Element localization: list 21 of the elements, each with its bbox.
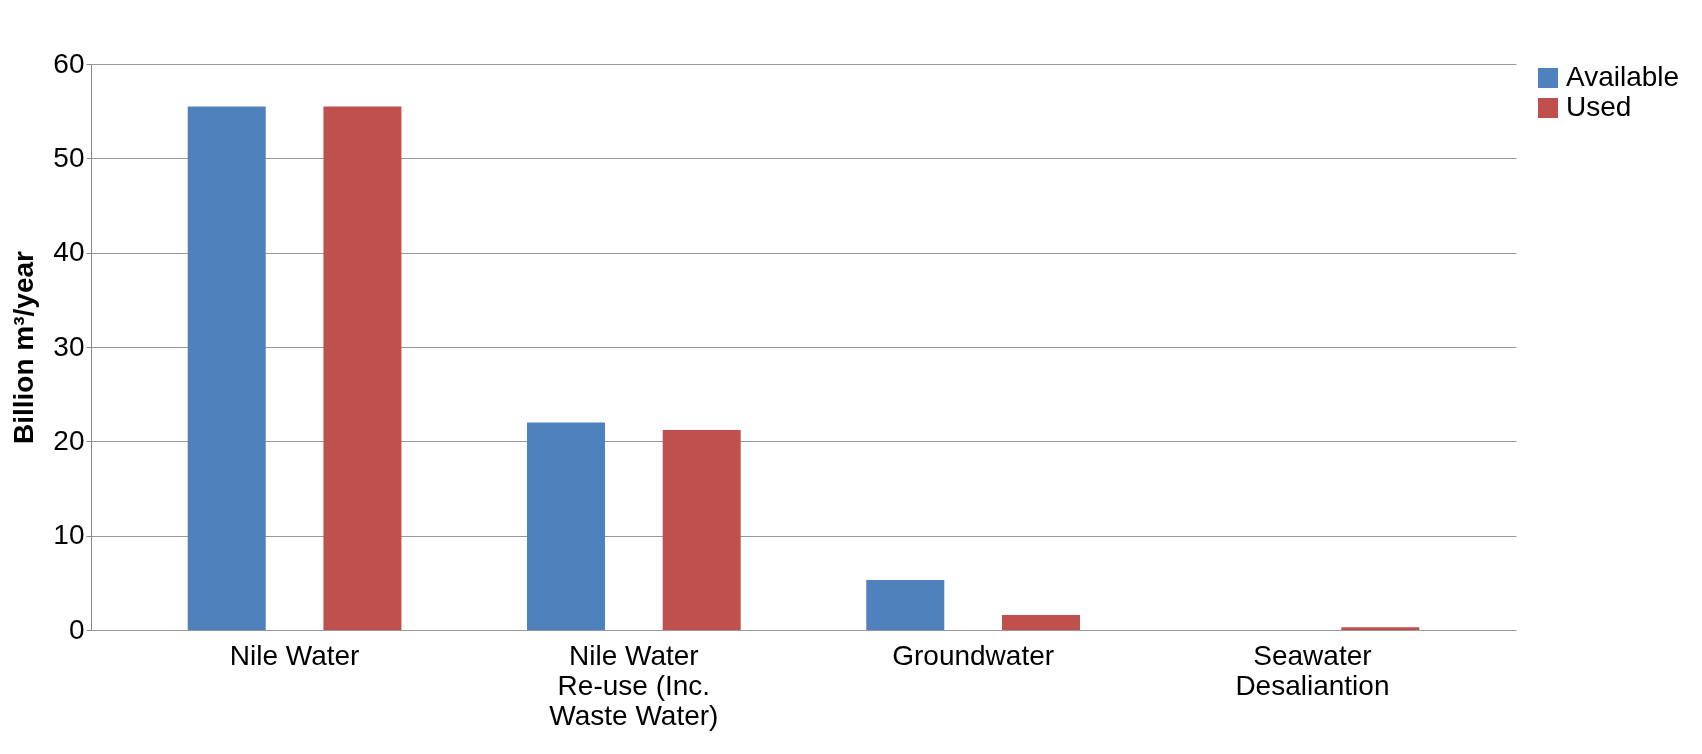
y-tick-label: 10 (53, 519, 85, 551)
bar (866, 580, 945, 630)
legend-label: Used (1566, 91, 1632, 122)
y-tick-label: 40 (53, 236, 85, 268)
bar (527, 422, 605, 630)
y-tick-label: 30 (53, 330, 85, 362)
y-axis-title: Billion m³/year (8, 250, 40, 444)
bar (1002, 614, 1080, 630)
y-tick-label: 20 (53, 424, 85, 456)
x-tick-label: Groundwater (892, 639, 1055, 671)
bar (323, 106, 402, 630)
y-tick-label: 50 (53, 141, 85, 173)
legend-label: Available (1566, 61, 1680, 92)
y-tick-label: 60 (53, 47, 85, 79)
x-tick-label: Nile Water (229, 639, 360, 671)
bar (1341, 627, 1420, 630)
bar (662, 430, 741, 630)
x-tick-label: Nile Water Re-use (Inc. Waste Water) (549, 639, 719, 731)
bar (187, 106, 266, 630)
x-tick-label: Seawater Desaliantion (1235, 639, 1390, 701)
y-tick-label: 0 (68, 613, 85, 645)
